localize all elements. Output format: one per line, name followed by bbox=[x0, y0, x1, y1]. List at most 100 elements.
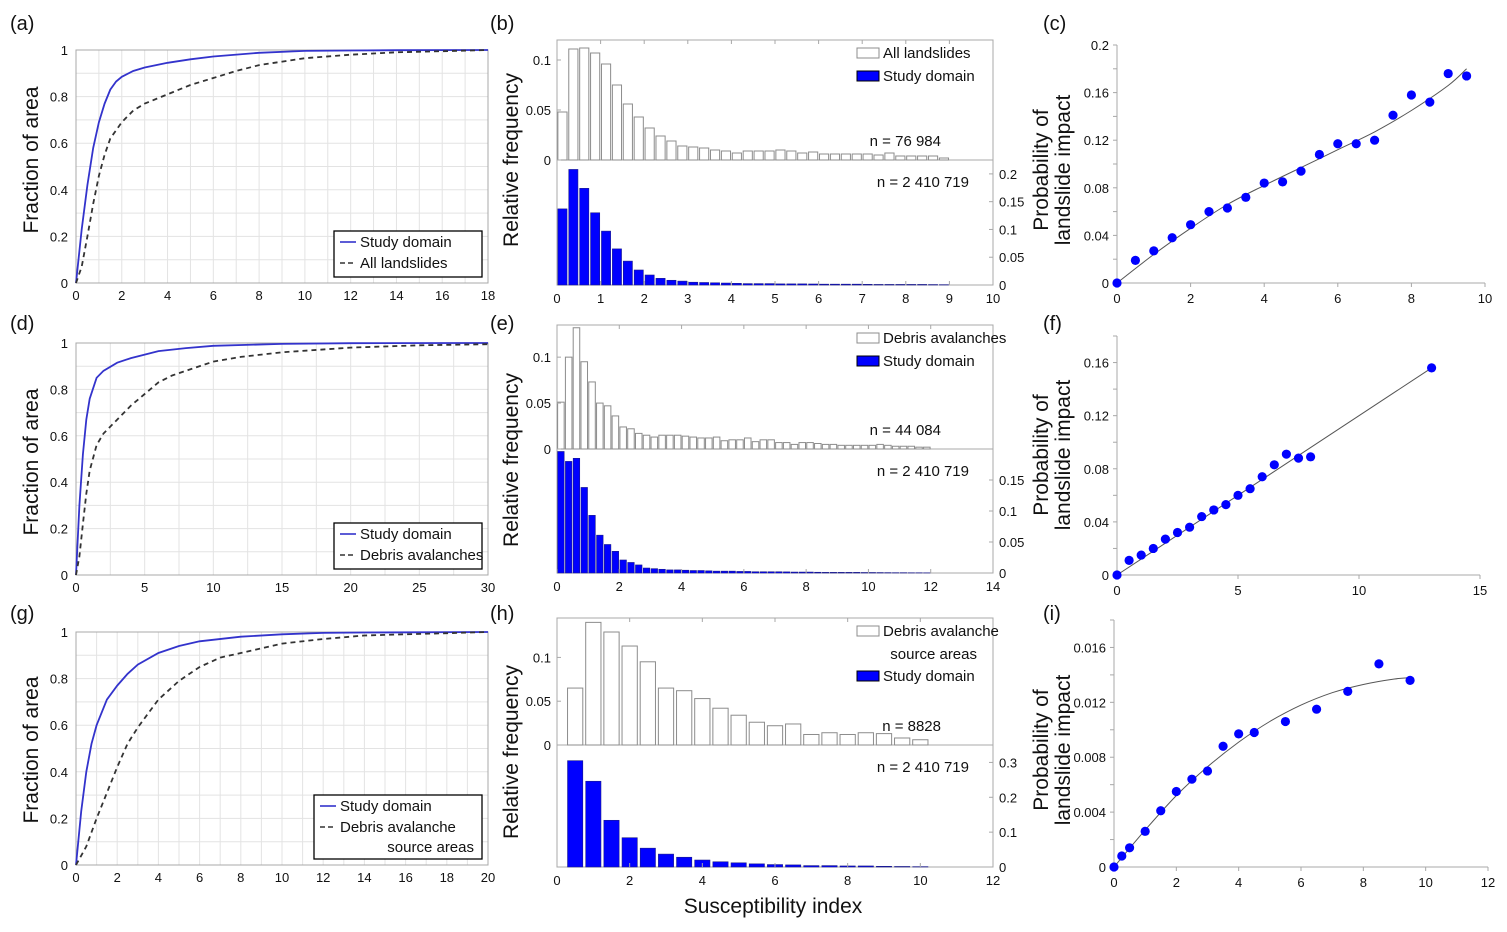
bar-bottom bbox=[658, 568, 666, 574]
y-tick-label-bottom: 0.3 bbox=[999, 755, 1017, 770]
y-tick-label: 0.04 bbox=[1084, 228, 1109, 243]
y-tick-label: 0.08 bbox=[1084, 181, 1109, 196]
x-tick-label: 4 bbox=[155, 870, 162, 885]
bar-top bbox=[766, 725, 784, 746]
bar-top bbox=[666, 140, 677, 161]
bar-bottom bbox=[822, 572, 830, 574]
bar-bottom bbox=[639, 847, 656, 868]
bar-bottom bbox=[744, 571, 752, 574]
x-tick-label: 6 bbox=[1297, 875, 1304, 890]
series-line-study-domain bbox=[75, 342, 489, 576]
x-tick-label: 2 bbox=[114, 870, 121, 885]
bar-top bbox=[899, 445, 908, 450]
y-tick-label: 1 bbox=[61, 625, 68, 640]
bar-bottom bbox=[585, 780, 602, 868]
data-point bbox=[1109, 862, 1119, 872]
y-tick-label: 0.12 bbox=[1084, 409, 1109, 424]
x-tick-label: 2 bbox=[626, 873, 633, 888]
bar-top bbox=[585, 621, 602, 746]
bar-top bbox=[697, 437, 705, 450]
y-tick-label: 0.2 bbox=[50, 811, 68, 826]
x-tick-label: 6 bbox=[196, 870, 203, 885]
x-tick-label: 12 bbox=[923, 579, 937, 594]
x-tick-label: 8 bbox=[1360, 875, 1367, 890]
ylabel-f: Probability of landslide impact bbox=[1030, 380, 1075, 531]
bar-bottom bbox=[783, 571, 791, 574]
y-tick-label-bottom: 0.15 bbox=[999, 195, 1024, 210]
bar-top bbox=[720, 150, 732, 161]
y-tick-label: 0.6 bbox=[50, 718, 68, 733]
legend-box bbox=[313, 794, 483, 860]
x-tick-label: 5 bbox=[141, 580, 148, 595]
bar-bottom bbox=[588, 515, 596, 574]
bar-bottom bbox=[857, 865, 874, 868]
bar-top bbox=[862, 153, 873, 161]
cdf-panel-a: 0 2 4 6 8 10 12 14 16 18 0 0.2 0.4 0.6 0.8 1 Study domai… bbox=[50, 43, 495, 303]
y-tick-label: 0.012 bbox=[1073, 695, 1106, 710]
bar-bottom bbox=[596, 534, 604, 574]
bar-top bbox=[839, 733, 856, 746]
x-tick-label: 0 bbox=[553, 291, 560, 306]
y-tick-label-top: 0.1 bbox=[533, 650, 551, 665]
y-tick-label: 0.8 bbox=[50, 90, 68, 105]
bar-bottom bbox=[786, 283, 797, 286]
legend: Debris avalanches Study domain bbox=[856, 330, 1006, 370]
plot-frame bbox=[75, 631, 489, 866]
data-point bbox=[1405, 675, 1415, 685]
bar-bottom bbox=[612, 248, 622, 286]
ylabel-i-line2: landslide impact bbox=[1052, 675, 1075, 826]
legend-label: Study domain bbox=[360, 526, 452, 543]
scatter-panel-c: 0 0.04 0.08 0.12 0.16 0.2 0 2 4 6 8 10 bbox=[1084, 38, 1493, 306]
x-tick-label: 8 bbox=[844, 873, 851, 888]
ylabel-g: Fraction of area bbox=[20, 676, 43, 823]
bar-bottom bbox=[635, 564, 643, 574]
y-tick-label: 0.16 bbox=[1084, 356, 1109, 371]
bar-bottom bbox=[720, 570, 728, 574]
bar-top bbox=[860, 444, 869, 450]
bar-top bbox=[751, 441, 760, 450]
legend-swatch-filled bbox=[856, 70, 880, 82]
x-tick-label: 0 bbox=[553, 873, 560, 888]
legend-label: All landslides bbox=[360, 255, 448, 272]
legend-swatch-filled bbox=[856, 355, 880, 367]
x-tick-label: 4 bbox=[1261, 291, 1268, 306]
bar-top bbox=[588, 381, 596, 450]
x-tick-label: 9 bbox=[946, 291, 953, 306]
legend: Debris avalanche source areas Study domain bbox=[856, 623, 999, 685]
y-tick-label: 0.004 bbox=[1073, 805, 1106, 820]
bar-top bbox=[633, 116, 644, 161]
bar-top bbox=[557, 401, 565, 450]
data-point bbox=[1218, 741, 1228, 751]
y-tick-label: 0 bbox=[61, 568, 68, 583]
series-line-study-domain bbox=[75, 49, 489, 284]
x-tick-label: 10 bbox=[913, 873, 927, 888]
bar-top bbox=[644, 127, 655, 161]
x-tick-label: 8 bbox=[1408, 291, 1415, 306]
x-tick-label: 2 bbox=[1187, 291, 1194, 306]
bar-top bbox=[699, 147, 710, 161]
bar-top bbox=[821, 443, 830, 450]
bar-top bbox=[572, 327, 581, 450]
legend-label-top: Debris avalanches bbox=[883, 330, 1006, 347]
bar-bottom bbox=[644, 274, 655, 286]
bar-bottom bbox=[798, 571, 806, 574]
y-tick-label-top: 0 bbox=[544, 442, 551, 457]
bar-bottom bbox=[775, 571, 783, 574]
bar-top bbox=[622, 103, 633, 161]
x-tick-label: 10 bbox=[1478, 291, 1492, 306]
data-point bbox=[1306, 452, 1316, 462]
bar-top bbox=[786, 150, 797, 161]
data-point bbox=[1370, 135, 1380, 145]
bar-top bbox=[712, 436, 721, 450]
bar-bottom bbox=[689, 570, 697, 574]
bar-bottom bbox=[658, 853, 674, 868]
bar-bottom bbox=[862, 284, 873, 286]
x-tick-label: 12 bbox=[986, 873, 1000, 888]
legend-label-cont: source areas bbox=[387, 839, 474, 856]
fit-line bbox=[1116, 68, 1467, 284]
bar-top bbox=[596, 402, 604, 450]
data-point bbox=[1427, 363, 1437, 373]
y-tick-label-bottom: 0.1 bbox=[999, 825, 1017, 840]
bar-top bbox=[748, 721, 765, 746]
bar-top bbox=[868, 444, 877, 450]
